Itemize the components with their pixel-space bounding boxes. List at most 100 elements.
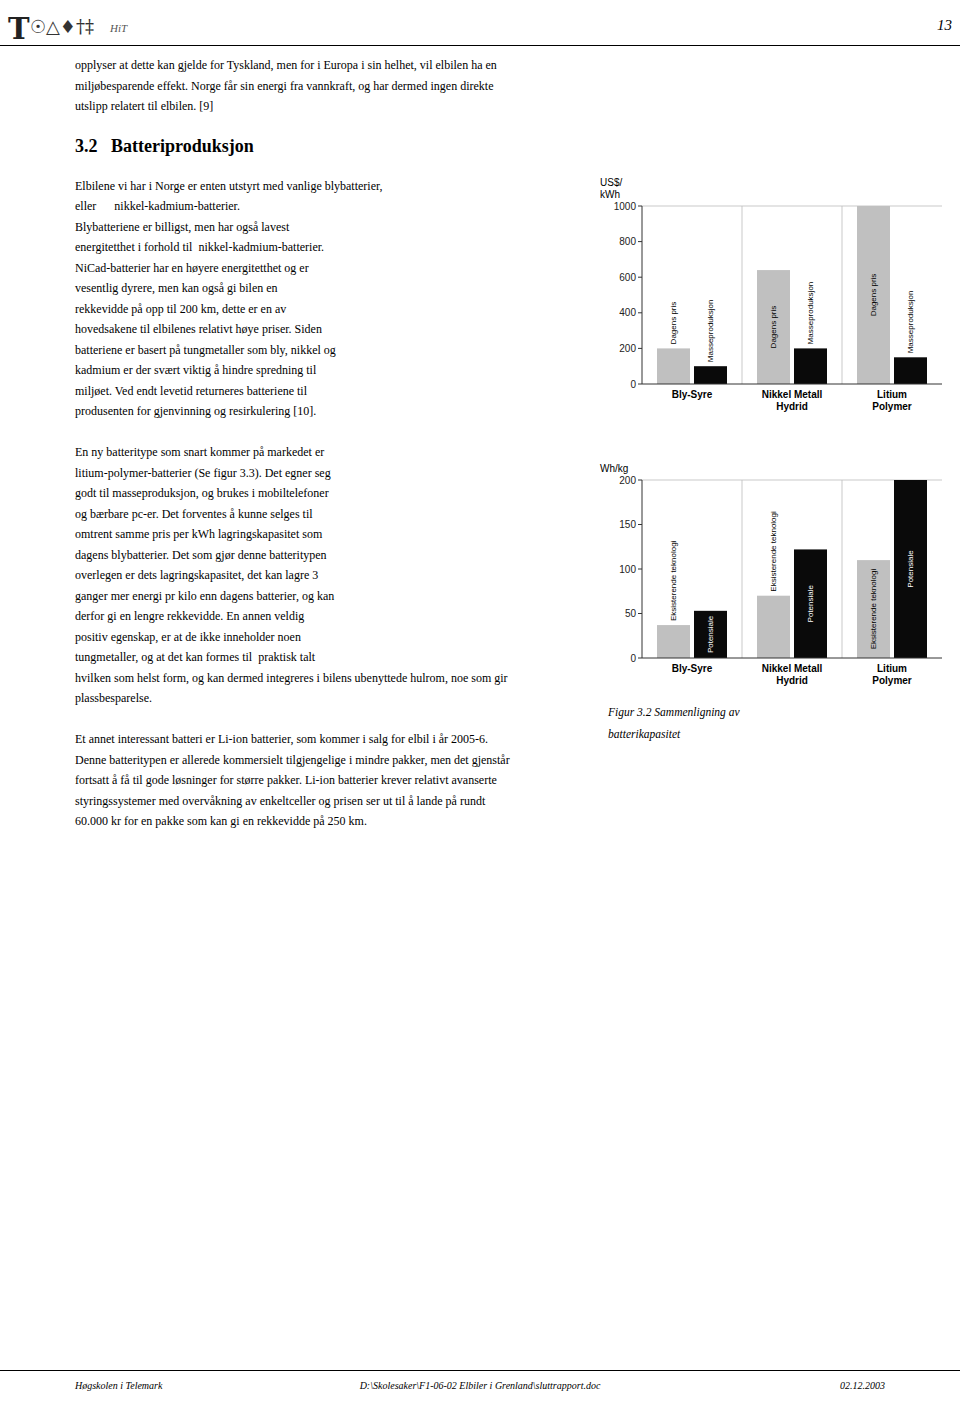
body-line: opplyser at dette kan gjelde for Tysklan… (75, 58, 497, 72)
bar (694, 366, 727, 384)
y-tick-label: 200 (619, 475, 636, 486)
header-rule (0, 45, 960, 46)
bar-series-label: Eksisterende teknologi (669, 540, 678, 621)
x-tick-label: Bly-Syre (672, 389, 713, 400)
y-tick (638, 658, 642, 659)
body-line: batteriene er basert på tungmetaller som… (75, 343, 336, 357)
body-line: Elbilene vi har i Norge er enten utstyrt… (75, 179, 383, 193)
body-line: overlegen er dets lagringskapasitet, det… (75, 568, 318, 582)
bar (894, 480, 927, 658)
bars (657, 480, 927, 658)
body-line: Et annet interessant batteri er Li-ion b… (75, 732, 488, 746)
y-tick-label: 600 (619, 272, 636, 283)
y-tick (638, 524, 642, 525)
x-tick-label-line: Nikkel Metall (762, 389, 823, 400)
group-divider (842, 206, 843, 384)
x-tick-label: Nikkel MetallHydrid (762, 663, 823, 686)
body-line: utslipp relatert til elbilen. [9] (75, 99, 213, 113)
body-line: plassbesparelse. (75, 691, 152, 705)
group-divider (842, 480, 843, 658)
body-line: rekkevidde på opp til 200 km, dette er e… (75, 302, 286, 316)
footer-left: Høgskolen i Telemark (75, 1380, 162, 1392)
page: T☉△♦†‡ HiT 13 opplyser at dette kan gjelde … (0, 0, 960, 1413)
figure-caption: batterikapasitet (608, 728, 680, 742)
bars (657, 206, 927, 384)
bar-series-label: Potensiale (706, 615, 715, 653)
bar (794, 348, 827, 384)
y-tick-label: 1000 (614, 201, 637, 212)
y-tick (638, 206, 642, 207)
x-tick-label: LitiumPolymer (872, 663, 912, 686)
x-tick-label-line: Polymer (872, 675, 912, 686)
body-line: Blybatteriene er billigst, men har også … (75, 220, 289, 234)
figure-caption: Figur 3.2 Sammenligning av (608, 706, 740, 720)
bar (757, 596, 790, 658)
body-line: dagens blybatterier. Det som gjør denne … (75, 548, 327, 562)
body-line: litium-polymer-batterier (Se figur 3.3).… (75, 466, 331, 480)
body-line: miljøet. Ved endt levetid returneres bat… (75, 384, 307, 398)
body-line: hovedsakene til elbilenes relativt høye … (75, 322, 322, 336)
bar-series-label: Eksisterende teknologi (769, 511, 778, 592)
bar (657, 625, 690, 658)
x-tick-label-line: Hydrid (776, 675, 808, 686)
y-tick (638, 480, 642, 481)
x-axis (642, 384, 942, 385)
body-line: hvilken som helst form, og kan dermed in… (75, 671, 508, 685)
y-tick-label: 0 (630, 653, 636, 664)
y-axis-label: US$/kWh (600, 177, 622, 200)
bar-series-label: Eksisterende teknologi (869, 569, 878, 650)
body-line: styringssystemer med overvåkning av enke… (75, 794, 485, 808)
body-line: omtrent samme pris per kWh lagringskapas… (75, 527, 322, 541)
y-tick (638, 312, 642, 313)
page-number: 13 (937, 16, 952, 34)
body-line: NiCad-batterier har en høyere energitett… (75, 261, 309, 275)
y-axis (642, 206, 643, 384)
body-line: fortsatt å få til gode løsninger for stø… (75, 773, 497, 787)
bar-chart: 050100150200Wh/kgBly-SyreNikkel MetallHy… (596, 442, 952, 692)
group-divider (742, 480, 743, 658)
body-line: Denne batteritypen er allerede kommersie… (75, 753, 510, 767)
y-tick (638, 613, 642, 614)
y-axis-label-line: kWh (600, 189, 620, 200)
body-line: positiv egenskap, er at de ikke innehold… (75, 630, 301, 644)
x-tick-label-line: Hydrid (776, 401, 808, 412)
y-axis-label-line: US$/ (600, 177, 622, 188)
logo-symbols: ☉△♦†‡ (30, 16, 94, 38)
y-tick-label: 800 (619, 236, 636, 247)
bar-chart: 02004006008001000US$/kWhBly-SyreNikkel M… (596, 168, 952, 418)
group-divider (742, 206, 743, 384)
x-tick-label-line: Nikkel Metall (762, 663, 823, 674)
body-line: tungmetaller, og at det kan formes til p… (75, 650, 315, 664)
logo-text: HiT (110, 22, 127, 35)
x-tick-label-line: Litium (877, 663, 907, 674)
x-tick-label-line: Litium (877, 389, 907, 400)
body-line: 60.000 kr for en pakke som kan gi en rek… (75, 814, 367, 828)
bar-series-label: Dagens pris (669, 302, 678, 345)
x-tick-label-line: Polymer (872, 401, 912, 412)
bar (894, 357, 927, 384)
body-line: derfor gi en lengre rekkevidde. En annen… (75, 609, 304, 623)
y-tick (638, 348, 642, 349)
x-tick-label-line: Bly-Syre (672, 389, 713, 400)
bar (757, 270, 790, 384)
bar-series-label: Potensiale (806, 584, 815, 622)
body-line: eller nikkel-kadmium-batterier. (75, 199, 240, 213)
body-line: godt til masseproduksjon, og brukes i mo… (75, 486, 329, 500)
y-tick (638, 277, 642, 278)
y-tick-label: 150 (619, 519, 636, 530)
bar (794, 549, 827, 658)
bar-series-label: Dagens pris (769, 306, 778, 349)
bar-series-label: Potensiale (906, 550, 915, 588)
bar (694, 611, 727, 658)
footer-middle: D:\Skolesaker\F1-06-02 Elbiler i Grenlan… (180, 1380, 780, 1392)
x-tick-label: Bly-Syre (672, 663, 713, 674)
y-tick-label: 100 (619, 564, 636, 575)
body-line: vesentlig dyrere, men kan også gi bilen … (75, 281, 278, 295)
bar-series-label: Masseproduksjon (806, 282, 815, 345)
top-line (642, 206, 942, 207)
y-tick (638, 569, 642, 570)
y-tick (638, 241, 642, 242)
y-tick (638, 384, 642, 385)
logo-letter: T (8, 12, 30, 47)
bar (857, 560, 890, 658)
